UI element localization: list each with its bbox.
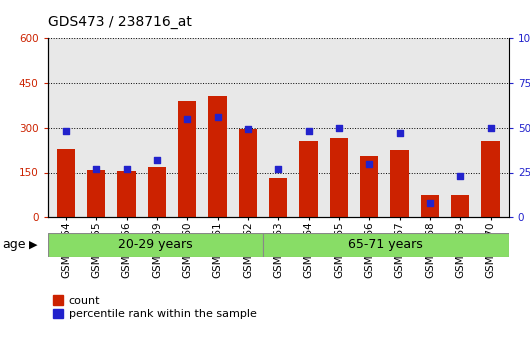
Bar bbox=[87, 169, 105, 217]
Point bbox=[304, 128, 313, 134]
Point bbox=[244, 127, 252, 132]
Point bbox=[122, 166, 131, 172]
Bar bbox=[208, 96, 227, 217]
Bar bbox=[451, 195, 470, 217]
Bar bbox=[118, 171, 136, 217]
Text: ▶: ▶ bbox=[29, 240, 38, 250]
Point bbox=[365, 161, 374, 166]
Point bbox=[183, 116, 191, 121]
Bar bbox=[330, 138, 348, 217]
Point bbox=[274, 166, 282, 172]
Text: 20-29 years: 20-29 years bbox=[118, 238, 192, 252]
Bar bbox=[48, 233, 263, 257]
Text: age: age bbox=[3, 238, 26, 252]
Bar bbox=[263, 233, 509, 257]
Bar bbox=[57, 149, 75, 217]
Point bbox=[487, 125, 495, 130]
Bar bbox=[360, 156, 378, 217]
Text: 65-71 years: 65-71 years bbox=[348, 238, 423, 252]
Point bbox=[214, 114, 222, 120]
Bar bbox=[178, 101, 196, 217]
Bar bbox=[269, 178, 287, 217]
Point bbox=[92, 166, 101, 172]
Point bbox=[61, 128, 70, 134]
Bar bbox=[148, 167, 166, 217]
Point bbox=[456, 173, 464, 179]
Legend: count, percentile rank within the sample: count, percentile rank within the sample bbox=[53, 295, 257, 319]
Text: GDS473 / 238716_at: GDS473 / 238716_at bbox=[48, 15, 191, 29]
Bar bbox=[299, 141, 317, 217]
Bar bbox=[421, 195, 439, 217]
Point bbox=[153, 157, 161, 163]
Point bbox=[426, 200, 434, 206]
Bar bbox=[481, 141, 500, 217]
Bar bbox=[391, 150, 409, 217]
Point bbox=[334, 125, 343, 130]
Point bbox=[395, 130, 404, 136]
Bar bbox=[239, 129, 257, 217]
